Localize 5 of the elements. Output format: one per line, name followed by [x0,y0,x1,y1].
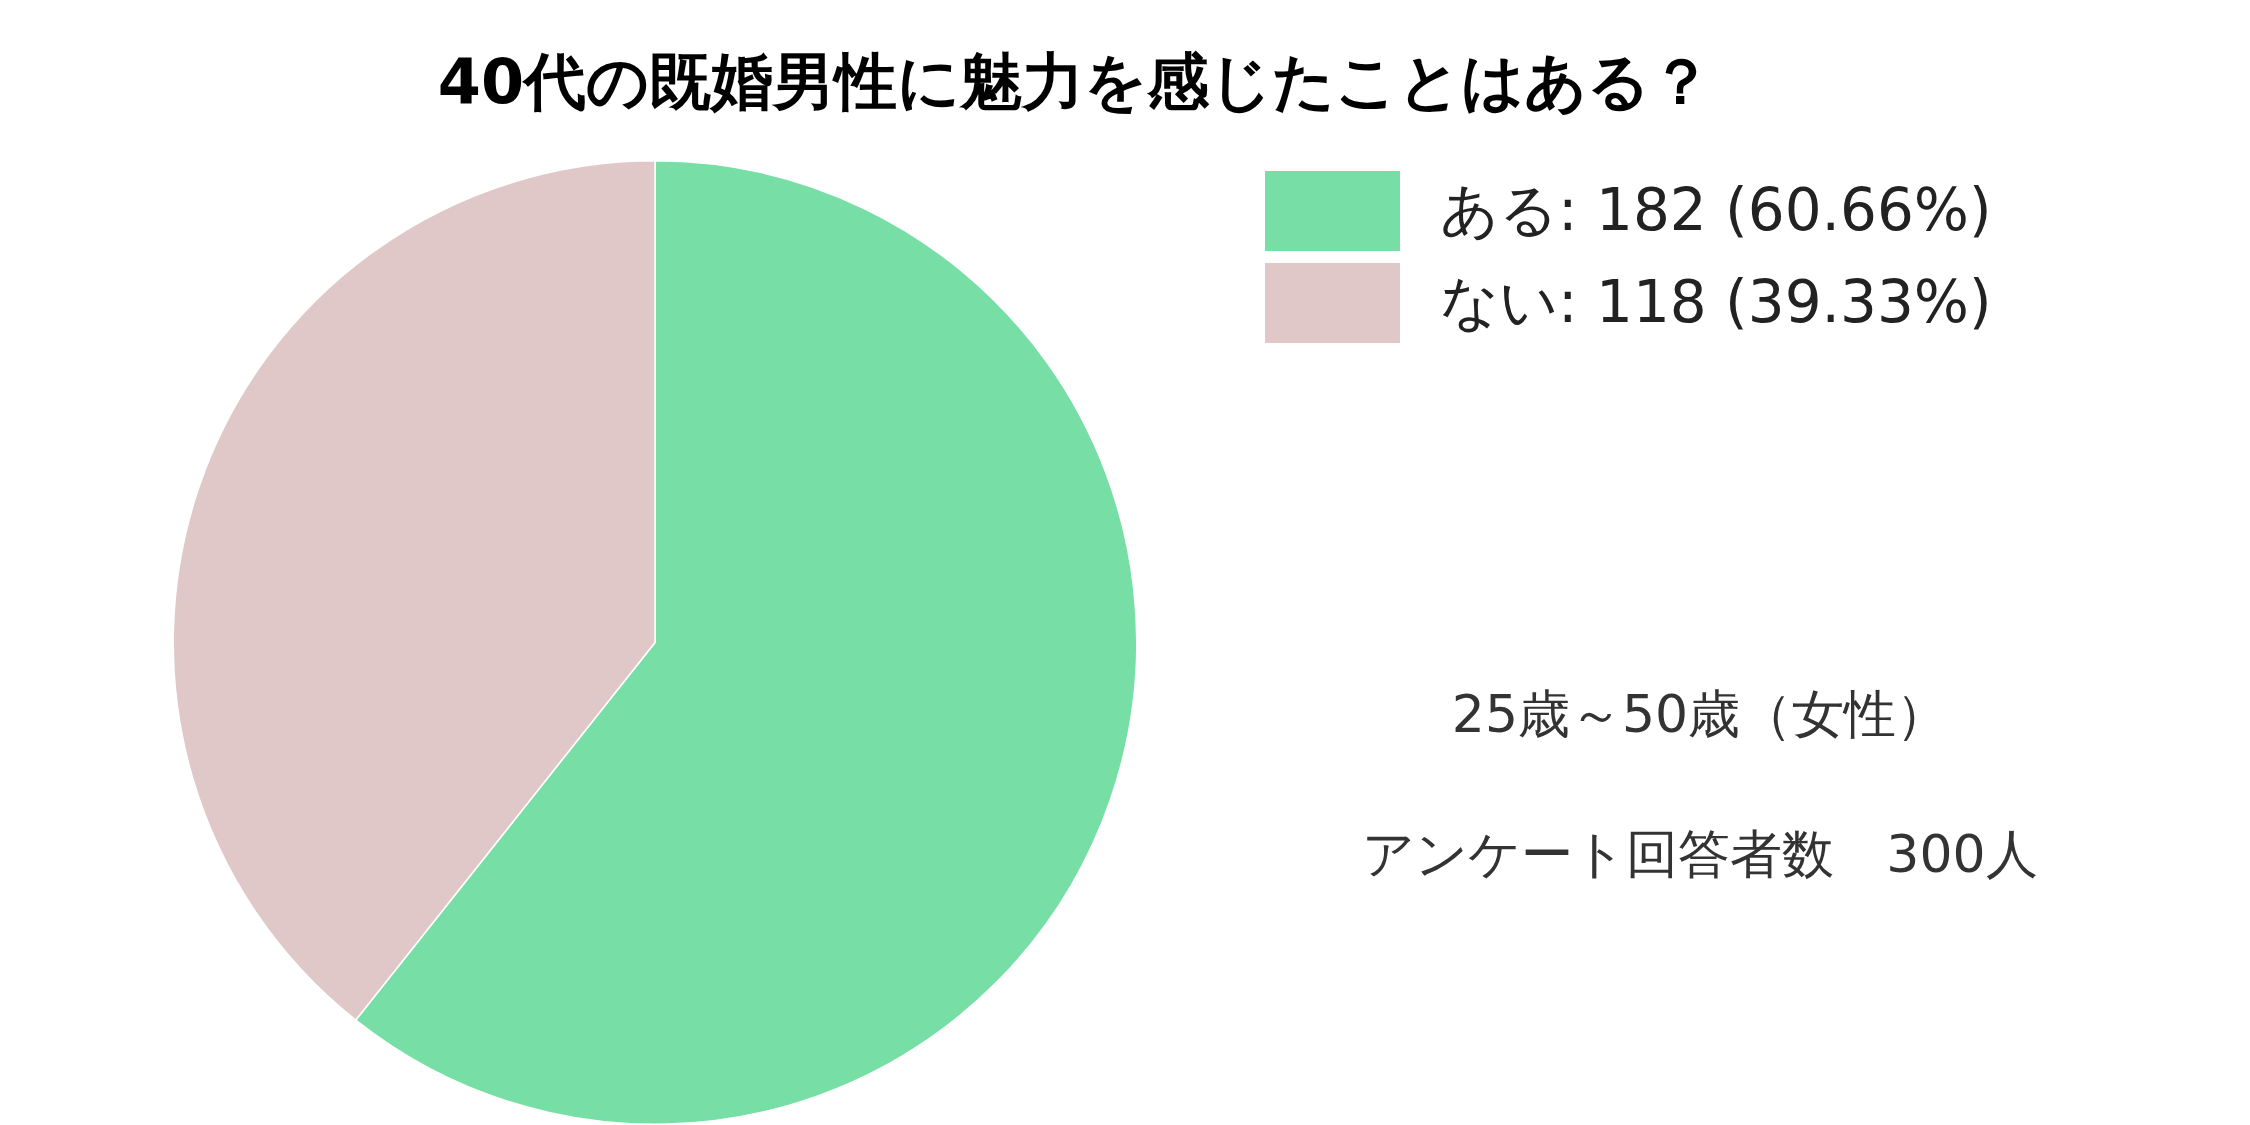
legend-label: ない: 118 (39.33%) [1440,267,1992,338]
text: アンケート回答者数 300人 [1361,823,2039,886]
chart-title: 40代の既婚男性に魅力を感じたことはある？ [436,44,1714,120]
text: 25歳～50歳（女性） [1450,683,1950,746]
legend-label: ある: 182 (60.66%) [1440,175,1992,246]
